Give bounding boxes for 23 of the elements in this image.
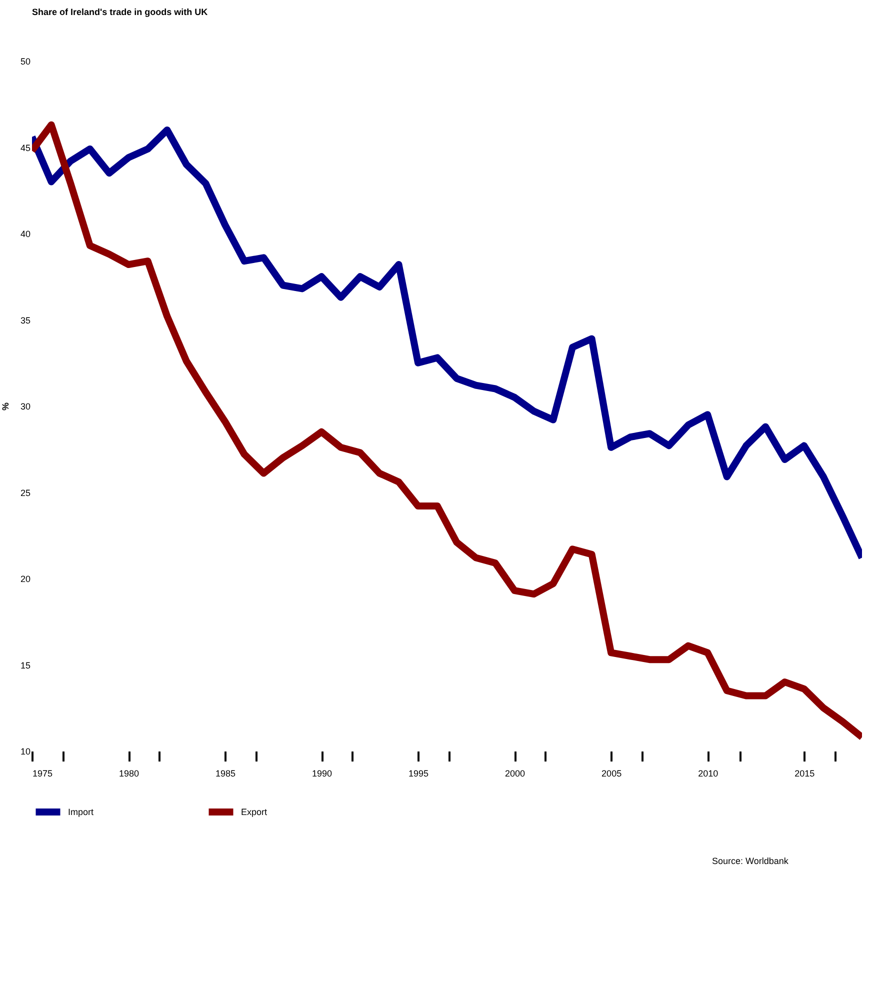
x-tick-label: 1980 [118, 768, 140, 778]
chart-title: Share of Ireland's trade in goods with UK [32, 7, 208, 17]
y-axis-title: % [0, 402, 10, 411]
y-tick-label: 50 [20, 56, 30, 66]
legend-label: Export [241, 807, 268, 817]
y-tick-label: 30 [20, 402, 30, 412]
legend-label: Import [68, 807, 94, 817]
y-tick-label: 35 [20, 315, 30, 326]
x-tick-label: 2005 [602, 768, 622, 778]
y-tick-label: 45 [20, 142, 30, 153]
y-tick-label: 15 [20, 660, 30, 670]
x-tick-label: 1995 [408, 768, 429, 778]
x-tick-label: 1990 [312, 768, 332, 778]
x-tick-label: 2015 [794, 768, 815, 778]
x-tick-label: 1975 [32, 768, 53, 778]
y-tick-label: 10 [20, 746, 30, 756]
y-tick-label: 40 [20, 229, 30, 239]
y-tick-label: 20 [20, 574, 30, 584]
x-tick-label: 2000 [505, 768, 526, 778]
source-note: Source: Worldbank [712, 856, 789, 866]
y-tick-label: 25 [20, 488, 30, 498]
x-tick-label: 1985 [216, 768, 236, 778]
x-tick-label: 2010 [698, 768, 718, 778]
